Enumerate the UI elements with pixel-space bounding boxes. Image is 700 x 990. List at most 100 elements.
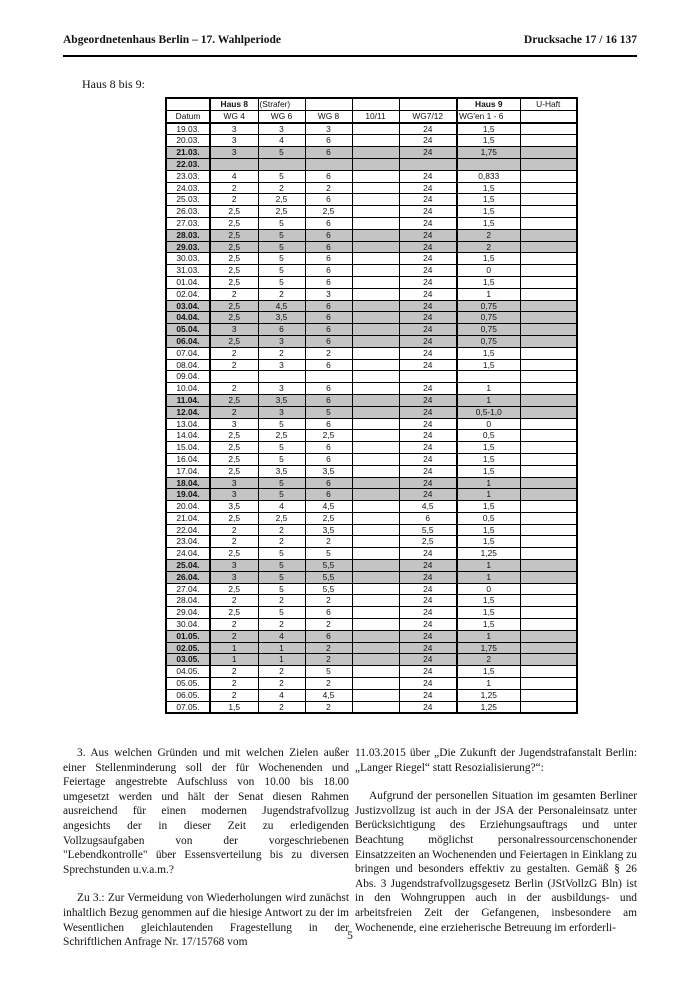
value-cell: 24 bbox=[398, 452, 458, 466]
value-cell: 4 bbox=[209, 169, 259, 183]
value-cell bbox=[519, 429, 578, 443]
table-row: 23.04. 2 2 2 2,5 1,5 bbox=[165, 535, 578, 549]
date-cell: 08.04. bbox=[165, 358, 211, 372]
date-cell: 24.03. bbox=[165, 181, 211, 195]
value-cell bbox=[519, 346, 578, 360]
date-cell: 21.04. bbox=[165, 511, 211, 525]
table-row: 24.03. 2 2 2 24 1,5 bbox=[165, 181, 578, 195]
value-cell: 2,5 bbox=[209, 441, 259, 454]
value-cell: 24 bbox=[398, 417, 458, 431]
value-cell bbox=[351, 464, 400, 478]
value-cell bbox=[351, 240, 400, 254]
value-cell: 3 bbox=[209, 417, 259, 431]
date-cell: 07.04. bbox=[165, 346, 211, 360]
value-cell: 3 bbox=[209, 134, 259, 148]
value-cell bbox=[519, 157, 578, 171]
value-cell: 3 bbox=[209, 570, 259, 584]
value-cell: 2,5 bbox=[209, 311, 259, 325]
value-cell: 4,5 bbox=[304, 688, 353, 702]
value-cell bbox=[351, 665, 400, 679]
value-cell: 6 bbox=[304, 216, 353, 230]
value-cell bbox=[351, 134, 400, 148]
value-cell: 24 bbox=[398, 134, 458, 148]
value-cell: 2,5 bbox=[209, 606, 259, 620]
value-cell: 2 bbox=[209, 405, 259, 419]
value-cell bbox=[519, 594, 578, 608]
table-row: 16.04. 2,5 5 6 24 1,5 bbox=[165, 452, 578, 466]
date-cell: 15.04. bbox=[165, 441, 211, 454]
date-cell: 19.04. bbox=[165, 488, 211, 502]
value-cell: 5 bbox=[257, 240, 306, 254]
table-row: 09.04. bbox=[165, 370, 578, 384]
value-cell: 4 bbox=[257, 629, 306, 643]
value-cell bbox=[351, 429, 400, 443]
date-cell: 20.03. bbox=[165, 134, 211, 148]
value-cell: 6 bbox=[398, 511, 458, 525]
value-cell bbox=[519, 629, 578, 643]
date-cell: 24.04. bbox=[165, 547, 211, 561]
date-cell: 20.04. bbox=[165, 500, 211, 513]
value-cell bbox=[519, 299, 578, 313]
value-cell: 24 bbox=[398, 287, 458, 301]
value-cell bbox=[351, 500, 400, 513]
value-cell: 3 bbox=[209, 146, 259, 159]
value-cell bbox=[519, 688, 578, 702]
value-cell: 1,75 bbox=[456, 641, 521, 655]
page-number: 5 bbox=[347, 930, 353, 942]
value-cell: 1,5 bbox=[456, 665, 521, 679]
table-row: 30.04. 2 2 2 24 1,5 bbox=[165, 618, 578, 631]
value-cell: 3,5 bbox=[257, 393, 306, 407]
table-row: 31.03. 2,5 5 6 24 0 bbox=[165, 264, 578, 277]
situation-paragraph: Aufgrund der personellen Situation im ge… bbox=[355, 790, 637, 934]
table-row: 15.04. 2,5 5 6 24 1,5 bbox=[165, 441, 578, 454]
value-cell: 2 bbox=[304, 641, 353, 655]
value-cell: 2,5 bbox=[209, 464, 259, 478]
value-cell: 5 bbox=[257, 146, 306, 159]
value-cell: 6 bbox=[304, 358, 353, 372]
value-cell: 6 bbox=[304, 606, 353, 620]
value-cell: 2 bbox=[304, 535, 353, 549]
header-divider bbox=[63, 55, 637, 57]
date-cell: 14.04. bbox=[165, 429, 211, 443]
value-cell: 2,5 bbox=[209, 264, 259, 277]
value-cell bbox=[519, 134, 578, 148]
date-cell: 29.03. bbox=[165, 240, 211, 254]
value-cell: 2 bbox=[257, 346, 306, 360]
group-header-cell: Haus 9 bbox=[456, 97, 521, 111]
value-cell bbox=[519, 700, 578, 714]
date-cell: 26.03. bbox=[165, 205, 211, 218]
table-row: 25.04. 3 5 5,5 24 1 bbox=[165, 559, 578, 572]
date-cell: 27.04. bbox=[165, 582, 211, 596]
value-cell: 1 bbox=[456, 382, 521, 395]
value-cell bbox=[519, 452, 578, 466]
value-cell: 2 bbox=[304, 594, 353, 608]
date-cell: 05.04. bbox=[165, 323, 211, 336]
date-cell: 17.04. bbox=[165, 464, 211, 478]
value-cell: 1,5 bbox=[456, 346, 521, 360]
section-label: Haus 8 bis 9: bbox=[82, 77, 145, 91]
table-row: 05.05. 2 2 2 24 1 bbox=[165, 677, 578, 690]
value-cell: 24 bbox=[398, 594, 458, 608]
value-cell bbox=[519, 393, 578, 407]
value-cell: 24 bbox=[398, 169, 458, 183]
value-cell bbox=[351, 358, 400, 372]
value-cell: 24 bbox=[398, 311, 458, 325]
value-cell: 2,5 bbox=[209, 511, 259, 525]
value-cell bbox=[519, 169, 578, 183]
value-cell: 2,5 bbox=[209, 299, 259, 313]
value-cell: 6 bbox=[304, 476, 353, 490]
value-cell: 2,5 bbox=[209, 452, 259, 466]
date-cell: 06.04. bbox=[165, 334, 211, 348]
value-cell bbox=[519, 535, 578, 549]
value-cell: 0 bbox=[456, 582, 521, 596]
value-cell: 1 bbox=[209, 653, 259, 667]
value-cell: 24 bbox=[398, 629, 458, 643]
value-cell: 1 bbox=[456, 570, 521, 584]
value-cell: 2 bbox=[257, 287, 306, 301]
value-cell: 24 bbox=[398, 700, 458, 714]
value-cell bbox=[351, 417, 400, 431]
value-cell: 2 bbox=[304, 653, 353, 667]
group-header-cell bbox=[304, 97, 353, 111]
value-cell: 5,5 bbox=[398, 523, 458, 537]
value-cell: 24 bbox=[398, 275, 458, 289]
